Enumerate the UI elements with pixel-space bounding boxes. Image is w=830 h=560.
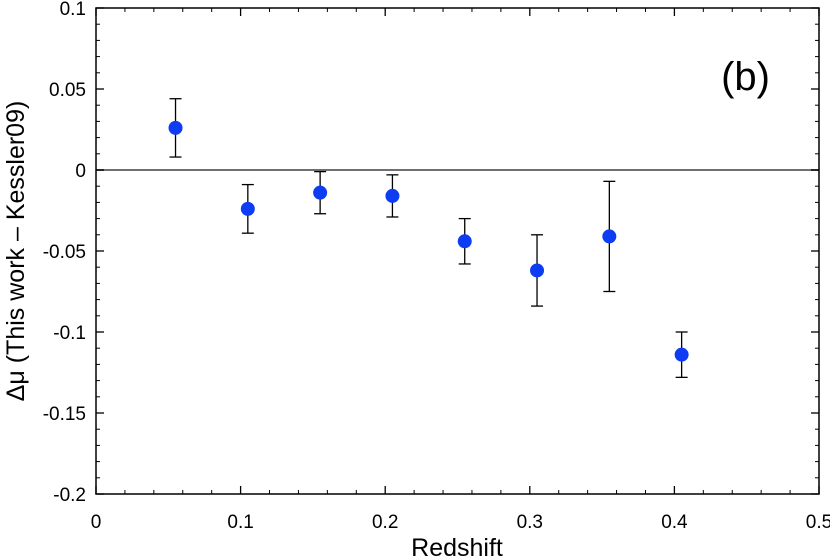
y-tick-label: -0.15 [43,404,86,425]
ticks-layer [95,7,820,495]
data-point [168,120,183,135]
data-point [602,229,617,244]
x-tick-label: 0.5 [806,512,830,533]
y-tick-label: 0.05 [49,80,86,101]
data-point [385,188,400,203]
marker-layer [168,120,689,362]
data-point [240,201,255,216]
plot-frame [95,7,820,495]
data-point [313,185,328,200]
y-tick-label: -0.1 [53,323,86,344]
x-tick-label: 0.4 [661,512,688,533]
x-tick-label: 0.3 [517,512,543,533]
x-tick-label: 0.1 [227,512,253,533]
tick-label-layer: 0 0.1 0.2 0.3 0.4 0.5 -0.2 -0.15 -0.1 -0.05 0 0.05 0… [43,0,830,533]
panel-label: (b) [721,55,770,99]
y-axis-title: Δμ (This work – Kessler09) [2,101,30,402]
y-tick-label: 0 [75,161,86,182]
x-axis-title: Redshift [411,534,503,560]
data-point [674,347,689,362]
y-tick-label: -0.2 [53,485,86,506]
data-point [530,263,545,278]
x-tick-label: 0 [91,512,102,533]
errorbar-layer [169,98,688,379]
y-tick-label: -0.05 [43,242,86,263]
data-point [457,234,472,249]
y-tick-label: 0.1 [60,0,86,20]
x-tick-label: 0.2 [372,512,398,533]
